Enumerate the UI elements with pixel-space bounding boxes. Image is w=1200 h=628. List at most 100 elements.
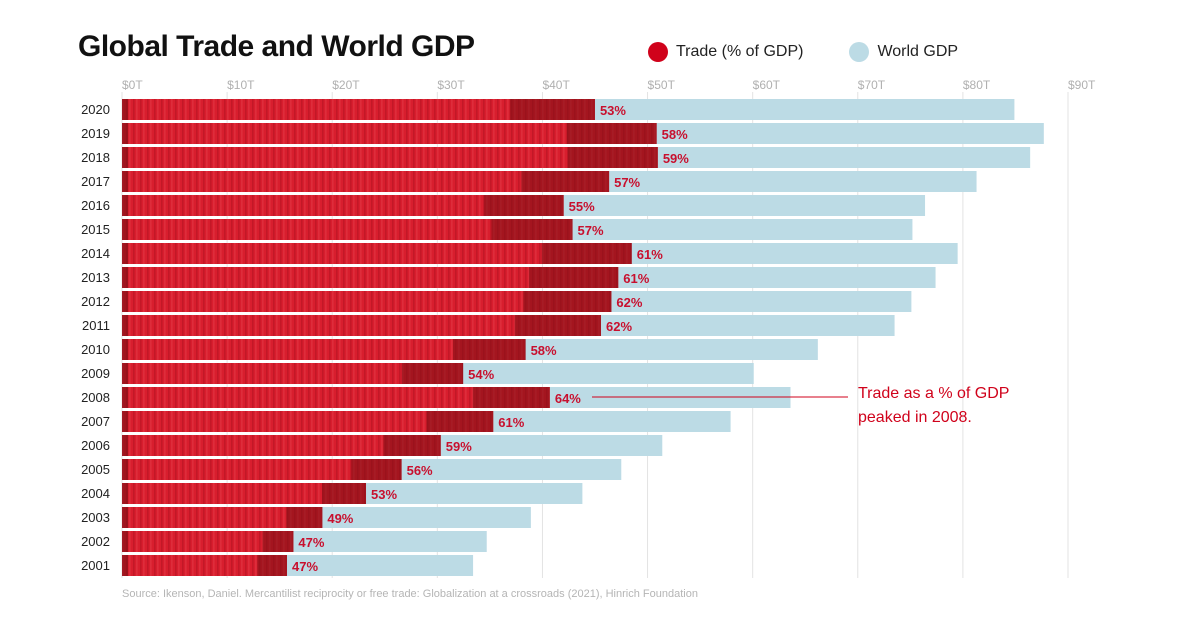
trade-bar-edge — [122, 123, 128, 144]
legend-label-gdp: World GDP — [877, 43, 959, 60]
trade-bar-shade — [528, 267, 619, 288]
trade-bar-edge — [122, 363, 128, 384]
trade-bar-edge — [122, 243, 128, 264]
trade-pct-label: 56% — [407, 463, 433, 478]
trade-bar — [122, 531, 294, 552]
year-label: 2002 — [81, 534, 110, 549]
trade-bar — [122, 123, 657, 144]
trade-pct-label: 58% — [662, 127, 688, 142]
trade-bar-edge — [122, 291, 128, 312]
trade-pct-label: 53% — [371, 487, 397, 502]
trade-bar-edge — [122, 483, 128, 504]
year-label: 2011 — [82, 318, 110, 333]
annotation-line-2: peaked in 2008. — [858, 409, 972, 426]
trade-bar — [122, 555, 288, 576]
trade-pct-label: 54% — [468, 367, 494, 382]
trade-bar-edge — [122, 219, 128, 240]
x-tick-label: $70T — [858, 78, 886, 92]
year-label: 2016 — [81, 198, 110, 213]
year-label: 2009 — [81, 366, 110, 381]
trade-bar-shade — [472, 387, 550, 408]
trade-pct-label: 61% — [623, 271, 649, 286]
trade-bar — [122, 267, 619, 288]
trade-pct-label: 58% — [531, 343, 557, 358]
x-tick-label: $40T — [542, 78, 570, 92]
trade-bar-shade — [484, 195, 564, 216]
trade-bar — [122, 435, 441, 456]
year-label: 2007 — [81, 414, 110, 429]
trade-pct-label: 47% — [292, 559, 318, 574]
year-label: 2012 — [81, 294, 110, 309]
trade-bar-shade — [322, 483, 367, 504]
trade-pct-label: 62% — [616, 295, 642, 310]
trade-pct-label: 55% — [569, 199, 595, 214]
trade-bar-edge — [122, 531, 128, 552]
trade-bar-shade — [521, 171, 610, 192]
trade-bar-edge — [122, 411, 128, 432]
year-label: 2010 — [81, 342, 110, 357]
year-label: 2001 — [81, 558, 110, 573]
page-title: Global Trade and World GDP — [78, 30, 475, 63]
year-label: 2004 — [81, 486, 110, 501]
bars — [122, 99, 1044, 576]
trade-bar-shade — [567, 147, 658, 168]
trade-bar-shade — [452, 339, 526, 360]
trade-bar-edge — [122, 315, 128, 336]
legend-swatch-trade — [648, 42, 668, 62]
year-label: 2006 — [81, 438, 110, 453]
x-tick-label: $0T — [122, 78, 143, 92]
trade-bar-shade — [262, 531, 294, 552]
trade-pct-label: 62% — [606, 319, 632, 334]
annotation: Trade as a % of GDP peaked in 2008. — [858, 382, 1009, 430]
labels: 2020 53% 2019 58% 2018 59% 2017 57% 2016 55% 2015 5… — [81, 102, 689, 574]
trade-bar-shade — [491, 219, 573, 240]
legend-item-trade: Trade (% of GDP) — [648, 42, 803, 62]
trade-bar — [122, 387, 550, 408]
source-note: Source: Ikenson, Daniel. Mercantilist re… — [122, 588, 698, 600]
trade-bar-edge — [122, 195, 128, 216]
trade-bar-edge — [122, 171, 128, 192]
trade-bar — [122, 507, 323, 528]
year-label: 2018 — [81, 150, 110, 165]
trade-bar — [122, 459, 402, 480]
trade-pct-label: 57% — [614, 175, 640, 190]
trade-bar-edge — [122, 459, 128, 480]
annotation-line-1: Trade as a % of GDP — [858, 385, 1010, 402]
year-label: 2003 — [81, 510, 110, 525]
trade-pct-label: 61% — [498, 415, 524, 430]
trade-bar-shade — [509, 99, 595, 120]
trade-bar — [122, 147, 658, 168]
year-label: 2013 — [81, 270, 110, 285]
year-label: 2008 — [81, 390, 110, 405]
x-tick-label: $20T — [332, 78, 360, 92]
trade-bar-edge — [122, 387, 128, 408]
legend-item-gdp: World GDP — [849, 42, 958, 62]
x-tick-label: $30T — [437, 78, 465, 92]
x-tick-label: $10T — [227, 78, 255, 92]
year-label: 2015 — [81, 222, 110, 237]
trade-bar-edge — [122, 147, 128, 168]
trade-bar — [122, 219, 573, 240]
trade-bar — [122, 315, 601, 336]
trade-bar-edge — [122, 435, 128, 456]
trade-pct-label: 47% — [298, 535, 324, 550]
trade-bar-shade — [566, 123, 657, 144]
legend-swatch-gdp — [849, 42, 870, 62]
legend-label-trade: Trade (% of GDP) — [676, 43, 804, 60]
trade-bar — [122, 99, 595, 120]
trade-bar-shade — [383, 435, 441, 456]
trade-bar — [122, 195, 564, 216]
trade-pct-label: 59% — [663, 151, 689, 166]
trade-bar — [122, 339, 526, 360]
x-axis: $0T $10T $20T $30T $40T $50T $60T $70T $80T $90T — [122, 78, 1096, 92]
trade-bar — [122, 363, 464, 384]
x-tick-label: $60T — [753, 78, 781, 92]
legend: Trade (% of GDP) World GDP — [648, 42, 1004, 62]
trade-pct-label: 64% — [555, 391, 581, 406]
x-tick-label: $50T — [648, 78, 676, 92]
year-label: 2014 — [81, 246, 110, 261]
trade-pct-label: 53% — [600, 103, 626, 118]
trade-bar-edge — [122, 267, 128, 288]
trade-pct-label: 49% — [327, 511, 353, 526]
trade-bar-shade — [257, 555, 288, 576]
